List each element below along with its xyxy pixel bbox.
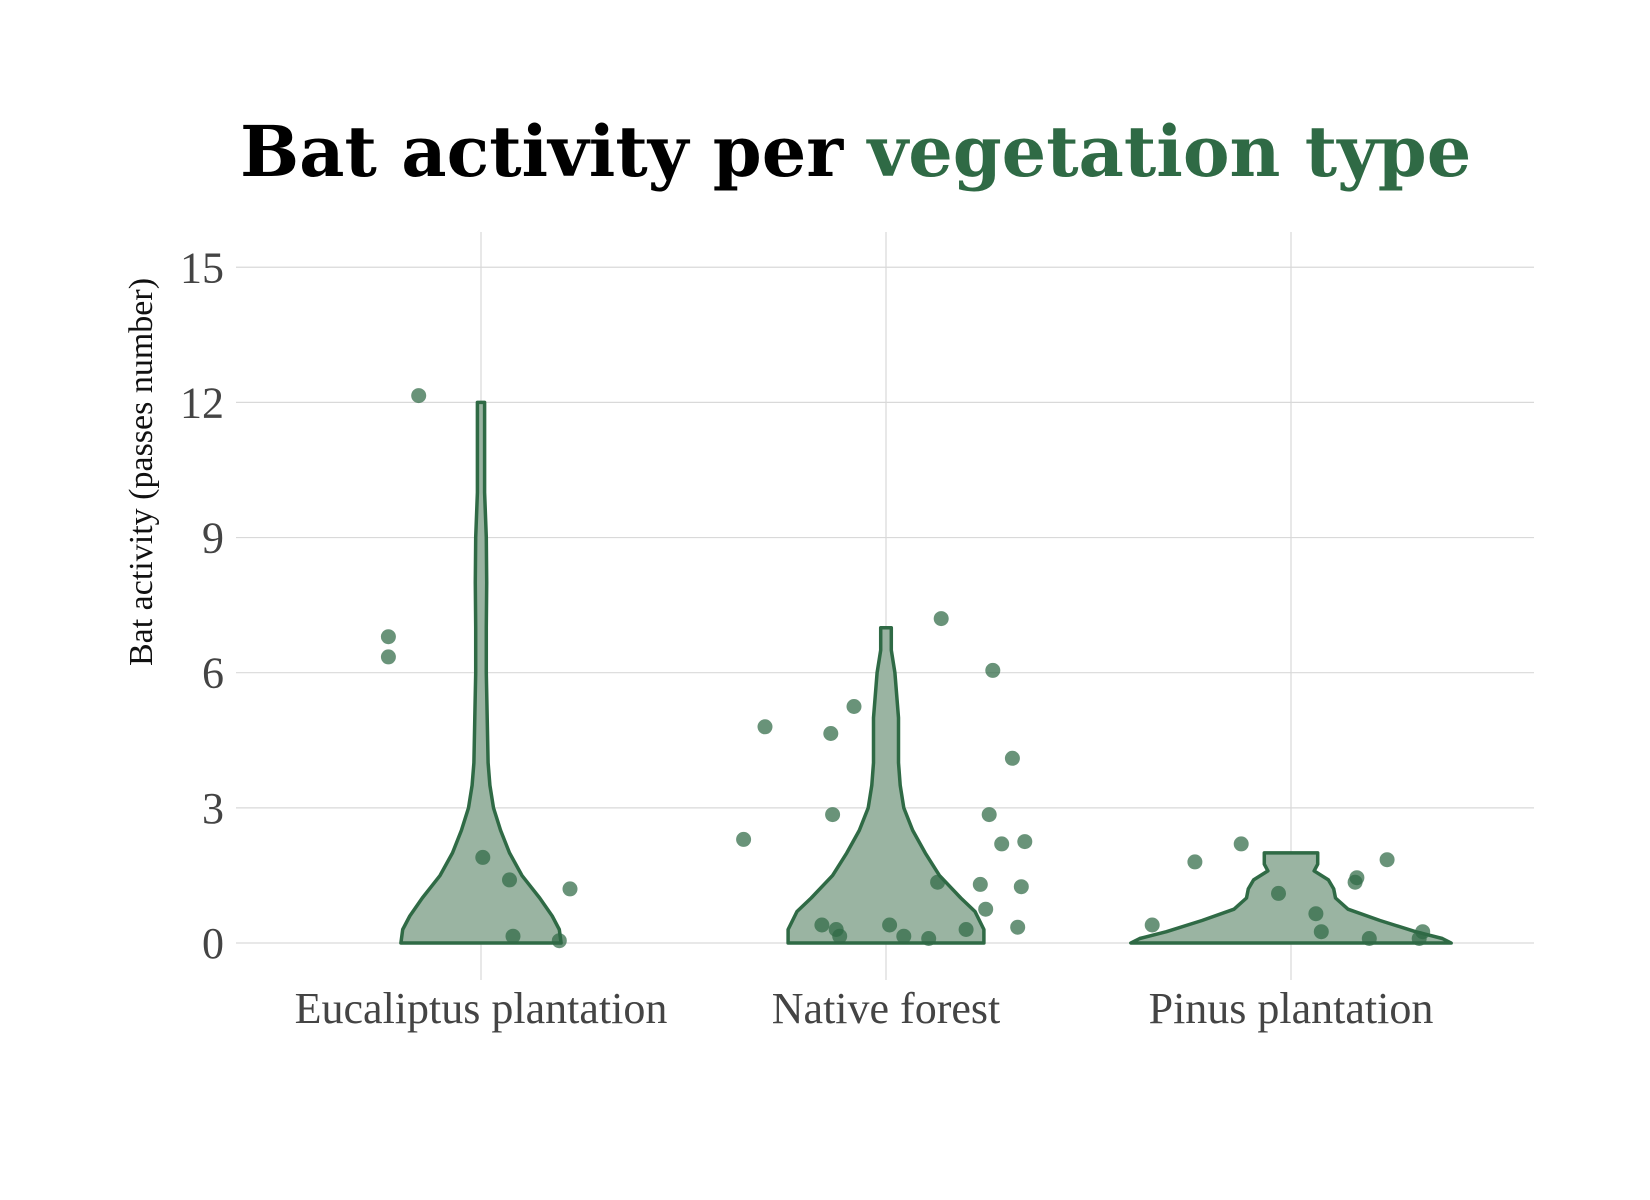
data-point [958,922,974,937]
data-point [1415,924,1431,940]
data-point [475,849,491,865]
data-point [1010,919,1026,935]
y-axis-label: Bat activity (passes number) [123,278,160,666]
data-point [896,928,912,944]
violin-native-forest [786,625,986,945]
data-point [380,649,396,665]
points [380,388,1431,949]
data-point [814,917,830,933]
y-tick-label: 3 [202,784,224,833]
x-tick-label: Native forest [772,984,1000,1033]
data-point [972,876,988,892]
data-point [502,872,517,888]
violin-pinus-plantation [1129,851,1453,945]
y-tick-label: 15 [180,243,224,292]
data-point [1361,931,1377,946]
data-point [1013,879,1029,895]
data-point [921,931,937,946]
data-point [985,662,1001,678]
data-point [846,699,862,714]
y-axis-ticks: 0 3 6 9 12 15 [180,243,224,968]
data-point [1144,917,1160,933]
data-point [823,726,839,741]
data-point [933,611,949,627]
violin-eucaliptus-plantation [399,400,563,945]
data-point [978,901,994,917]
data-point [930,874,946,890]
data-point [411,388,427,404]
data-point [994,836,1010,852]
data-point [1308,906,1324,922]
data-point [1313,924,1329,940]
chart-title-main: Bat activity per [240,110,868,193]
y-tick-label: 9 [202,514,224,563]
data-point [882,917,898,933]
data-point [1271,885,1286,901]
data-point [736,831,752,847]
chart-title-highlight: vegetation type [866,110,1472,193]
data-point [1349,870,1365,886]
data-point [825,807,841,823]
data-point [1379,852,1395,868]
x-tick-label: Pinus plantation [1149,984,1434,1033]
x-axis-ticks: Eucaliptus plantation Native forest Pinus … [295,984,1434,1033]
chart-title: Bat activity per vegetation type [240,110,1471,193]
data-point [551,933,567,949]
data-point [1004,750,1020,766]
data-point [757,719,773,735]
data-point [981,807,997,823]
data-point [832,928,848,944]
y-tick-label: 6 [202,649,224,698]
y-tick-label: 12 [180,378,224,427]
data-point [380,629,396,645]
y-tick-label: 0 [202,919,224,968]
violins [399,400,1453,945]
x-tick-label: Eucaliptus plantation [295,984,668,1033]
data-point [562,881,578,897]
data-point [1233,836,1249,852]
data-point [505,928,521,944]
data-point [1187,854,1203,870]
data-point [1017,834,1033,850]
